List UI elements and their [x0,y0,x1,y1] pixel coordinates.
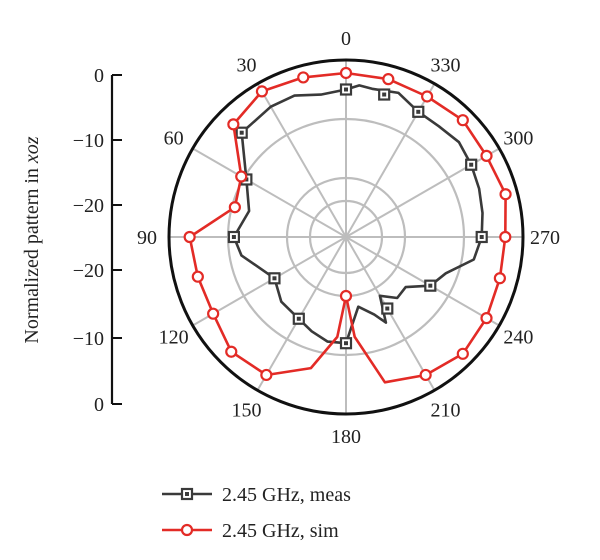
grid-spoke [256,83,347,238]
data-point [191,270,204,283]
data-point-center [344,341,348,346]
data-point [228,201,241,214]
legend-item: 2.45 GHz, sim [162,520,339,542]
radial-tick-label: 0 [94,65,104,87]
angle-label: 210 [431,399,461,421]
outer-ring [167,58,525,416]
angle-label: 120 [159,327,189,349]
data-point [499,230,512,244]
data-point [499,188,512,201]
angle-label: 240 [503,327,533,349]
radial-tick-label: −10 [73,130,104,152]
data-point [297,71,310,84]
data-point [339,66,353,80]
angle-label: 90 [137,227,157,249]
angle-label: 180 [331,426,361,448]
radial-tick-label: −20 [73,195,104,217]
data-point [480,312,493,325]
legend-marker-center [185,492,189,496]
grid-spoke [192,147,347,238]
series-layer [183,66,512,384]
data-point [456,114,469,127]
angle-label: 150 [232,399,262,421]
data-point-center [239,130,244,135]
radial-tick-label: −20 [73,260,104,282]
data-point-center [382,92,387,97]
angle-label: 30 [237,55,257,77]
data-point [339,289,353,303]
data-point [260,368,273,382]
data-point-center [296,316,301,321]
radial-tick-labels: 0 −10 −20 −20 −10 0 [73,65,122,416]
legend-item: 2.45 GHz, meas [162,484,351,506]
angle-label: 60 [164,128,184,150]
angle-label: 300 [503,128,533,150]
data-point-center [385,306,390,311]
legend: 2.45 GHz, meas 2.45 GHz, sim [162,484,351,542]
angle-label: 270 [530,227,560,249]
y-axis-label-text: Normalized pattern in [21,163,43,344]
data-point [493,272,506,285]
data-point [456,347,469,360]
angle-label: 0 [341,28,351,50]
data-point [207,307,220,320]
data-point [183,230,196,244]
data-point [421,90,434,103]
series-sim [183,66,512,384]
data-point-center [344,87,348,92]
radial-tick-label: −10 [73,328,104,350]
data-point-center [416,109,421,114]
data-point [227,118,240,131]
data-point [419,368,432,382]
data-point [382,73,395,86]
radial-tick-label: 0 [94,394,104,416]
data-point [225,345,238,358]
data-point-center [469,162,474,167]
polar-grid [167,58,525,416]
legend-marker [180,523,194,537]
data-point-center [479,235,484,239]
legend-label: 2.45 GHz, meas [222,484,351,506]
legend-label: 2.45 GHz, sim [222,520,339,542]
y-axis-label-italic: xoz [21,136,43,164]
data-point-center [272,276,277,281]
data-point [235,170,248,183]
data-point-center [428,283,433,288]
series-meas [227,83,488,350]
angle-labels: 0 30 60 90 120 150 180 210 240 270 300 330 [137,28,560,448]
data-point [255,85,269,98]
data-point-center [231,235,236,239]
angle-label: 330 [431,55,461,77]
y-axis-label: Normalized pattern in xoz [21,136,43,343]
series-line [232,84,484,345]
data-point [480,149,493,162]
grid-spoke [345,236,500,327]
